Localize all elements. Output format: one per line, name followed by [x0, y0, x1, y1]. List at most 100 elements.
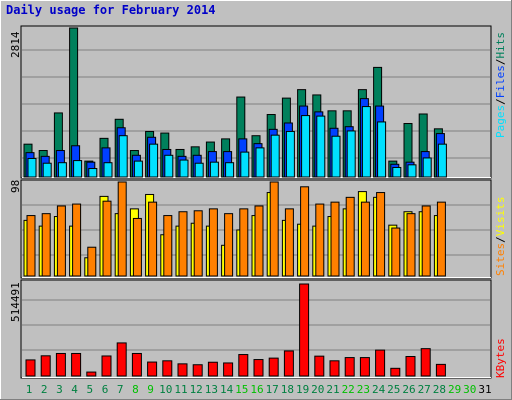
- day-label-4: 4: [71, 383, 78, 396]
- sites-bar-9: [148, 201, 158, 277]
- day-label-8: 8: [132, 383, 139, 396]
- legend-visits: Visits: [494, 196, 507, 237]
- legend-middle: Sites/Visits: [494, 197, 507, 277]
- sites-bar-19: [300, 186, 310, 277]
- kbytes-bar-3: [55, 352, 66, 377]
- pages-bar-12: [194, 162, 204, 178]
- sites-bar-26: [406, 213, 416, 277]
- legend-hits: Hits: [494, 32, 507, 59]
- pages-bar-19: [301, 115, 311, 178]
- sites-bar-13: [208, 208, 218, 277]
- legend-bottom: KBytes: [494, 338, 507, 378]
- kbytes-bar-14: [223, 362, 234, 377]
- sites-bar-3: [56, 205, 66, 277]
- day-label-16: 16: [250, 383, 264, 396]
- day-label-31: 31: [478, 383, 492, 396]
- legend-sep-1: /: [494, 98, 507, 105]
- day-label-5: 5: [86, 383, 94, 396]
- kbytes-bar-21: [329, 360, 340, 377]
- sites-bar-18: [284, 208, 294, 277]
- kbytes-bar-27: [420, 348, 431, 377]
- pages-bar-8: [133, 160, 143, 178]
- day-label-9: 9: [147, 383, 154, 396]
- day-label-14: 14: [219, 383, 234, 396]
- sites-bar-25: [391, 227, 401, 277]
- kbytes-bar-5: [86, 371, 97, 377]
- pages-bar-25: [392, 166, 402, 178]
- pages-bar-20: [316, 115, 326, 178]
- sites-bar-15: [239, 208, 249, 277]
- kbytes-bar-9: [147, 361, 158, 377]
- kbytes-bar-4: [71, 352, 82, 377]
- pages-bar-18: [285, 130, 295, 178]
- sites-bar-27: [421, 205, 431, 277]
- pages-bar-27: [422, 157, 432, 178]
- legend-sep-2: /: [494, 58, 507, 66]
- day-label-19: 19: [295, 383, 310, 396]
- kbytes-bar-10: [162, 360, 173, 377]
- sites-bar-7: [117, 181, 127, 277]
- pages-bar-14: [225, 162, 235, 178]
- pages-bar-6: [103, 162, 113, 178]
- kbytes-bar-2: [40, 355, 51, 377]
- day-label-10: 10: [159, 383, 173, 396]
- day-label-3: 3: [56, 383, 63, 396]
- sites-bar-1: [26, 215, 36, 277]
- sites-bar-28: [436, 201, 446, 277]
- sites-bar-21: [330, 201, 340, 277]
- pages-bar-4: [73, 160, 83, 178]
- sites-bar-14: [224, 213, 234, 277]
- pages-bar-24: [377, 121, 387, 178]
- day-label-26: 26: [402, 383, 416, 396]
- sites-bar-16: [254, 205, 264, 277]
- legend-pages: Pages: [494, 104, 507, 138]
- pages-bar-2: [42, 162, 52, 178]
- kbytes-bar-16: [253, 359, 264, 377]
- kbytes-bar-18: [283, 350, 294, 377]
- day-label-23: 23: [356, 383, 371, 396]
- day-label-6: 6: [101, 383, 109, 396]
- day-label-27: 27: [417, 383, 431, 396]
- kbytes-bar-15: [238, 354, 249, 377]
- sites-bar-17: [269, 181, 279, 277]
- pages-bar-15: [240, 151, 250, 178]
- pages-bar-23: [361, 106, 371, 178]
- day-label-2: 2: [40, 383, 48, 396]
- sites-bar-24: [376, 192, 386, 277]
- pages-bar-11: [179, 159, 189, 178]
- bottom-panel-max-label: 514491: [9, 282, 22, 322]
- pages-bar-3: [57, 162, 67, 178]
- sites-bar-6: [102, 200, 112, 277]
- kbytes-bar-19: [299, 283, 310, 377]
- day-label-28: 28: [432, 383, 447, 396]
- pages-bar-28: [437, 143, 447, 178]
- sites-bar-10: [163, 215, 173, 277]
- sites-bar-11: [178, 211, 188, 277]
- legend-files: Files: [494, 65, 507, 99]
- day-label-22: 22: [341, 383, 355, 396]
- sites-bar-12: [193, 210, 203, 277]
- sites-bar-20: [315, 203, 325, 277]
- kbytes-bar-12: [192, 364, 203, 377]
- legend-kbytes: KBytes: [494, 338, 507, 378]
- day-label-13: 13: [204, 383, 219, 396]
- pages-bar-9: [149, 143, 159, 178]
- sites-bar-23: [360, 201, 370, 277]
- kbytes-bar-22: [344, 357, 355, 377]
- pages-bar-17: [270, 134, 280, 178]
- kbytes-bar-24: [375, 349, 386, 377]
- kbytes-bar-11: [177, 363, 188, 377]
- day-label-17: 17: [265, 383, 279, 396]
- pages-bar-16: [255, 147, 265, 178]
- kbytes-bar-6: [101, 355, 112, 377]
- pages-bar-7: [118, 135, 128, 178]
- kbytes-bar-26: [405, 356, 416, 377]
- pages-bar-1: [27, 157, 37, 178]
- chart-title: Daily usage for February 2014: [6, 3, 216, 17]
- kbytes-bar-28: [435, 363, 446, 377]
- sites-bar-22: [345, 196, 355, 277]
- day-label-15: 15: [235, 383, 249, 396]
- kbytes-bar-25: [390, 367, 401, 377]
